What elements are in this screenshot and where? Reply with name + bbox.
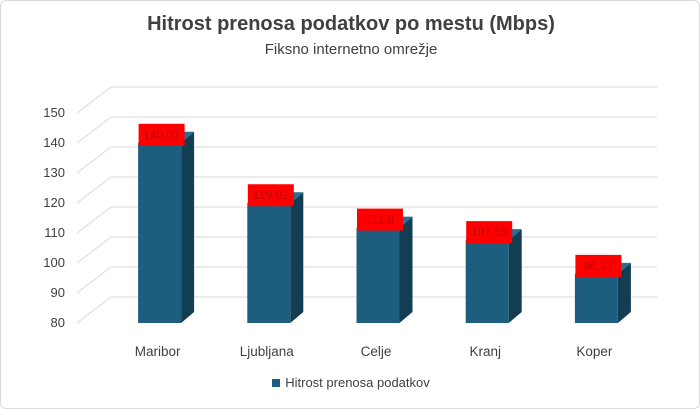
data-label: 96,37 [583,259,613,273]
data-label-box [575,254,622,277]
bar[interactable] [356,216,413,323]
bar[interactable] [465,229,522,323]
y-tick-label: 140 [43,135,65,150]
bar[interactable] [138,131,195,323]
x-tick-label: Koper [576,344,613,359]
data-label-box [138,123,185,146]
legend[interactable]: Hitrost prenosa podatkov [1,375,699,390]
bar-front [356,227,400,323]
bar-side [617,262,631,323]
y-tick-label: 100 [43,255,65,270]
gridline-side [76,146,112,174]
x-tick-label: Kranj [469,344,501,359]
data-label: 140,07 [143,128,180,142]
y-tick-label: 110 [44,225,65,240]
gridline-side [76,296,112,324]
y-tick-label: 80 [51,315,65,330]
legend-label: Hitrost prenosa podatkov [285,375,430,390]
bar-side [290,192,304,323]
y-tick-label: 120 [43,195,65,210]
chart-subtitle: Fiksno internetno omrežje [264,41,438,58]
bar-front [465,240,509,323]
x-tick-label: Celje [361,344,392,359]
bar-side [399,216,413,323]
gridline-side [76,176,112,204]
bar[interactable] [247,192,304,323]
x-tick-label: Maribor [135,344,181,359]
bar-side [181,131,195,323]
legend-swatch [272,379,281,387]
y-tick-label: 130 [43,165,65,180]
bar-front [247,203,291,323]
data-label-box [357,208,403,231]
gridline-side [76,86,112,114]
bar-side [508,229,522,323]
data-label: 111,8 [366,213,395,227]
data-label-box [247,184,294,207]
bar-front [574,273,618,323]
gridline-side [76,206,112,234]
gridline-side [76,266,112,294]
y-tick-label: 90 [51,285,65,300]
chart-title: Hitrost prenosa podatkov po mestu (Mbps) [147,13,555,35]
y-tick-label: 150 [43,105,65,120]
bar-front [138,142,182,323]
data-label-box [466,221,513,244]
gridline-side [76,116,112,144]
x-tick-label: Ljubljana [240,344,295,359]
data-label: 119,92 [253,188,289,202]
gridline-side [76,236,112,264]
data-label: 107,63 [471,225,508,239]
